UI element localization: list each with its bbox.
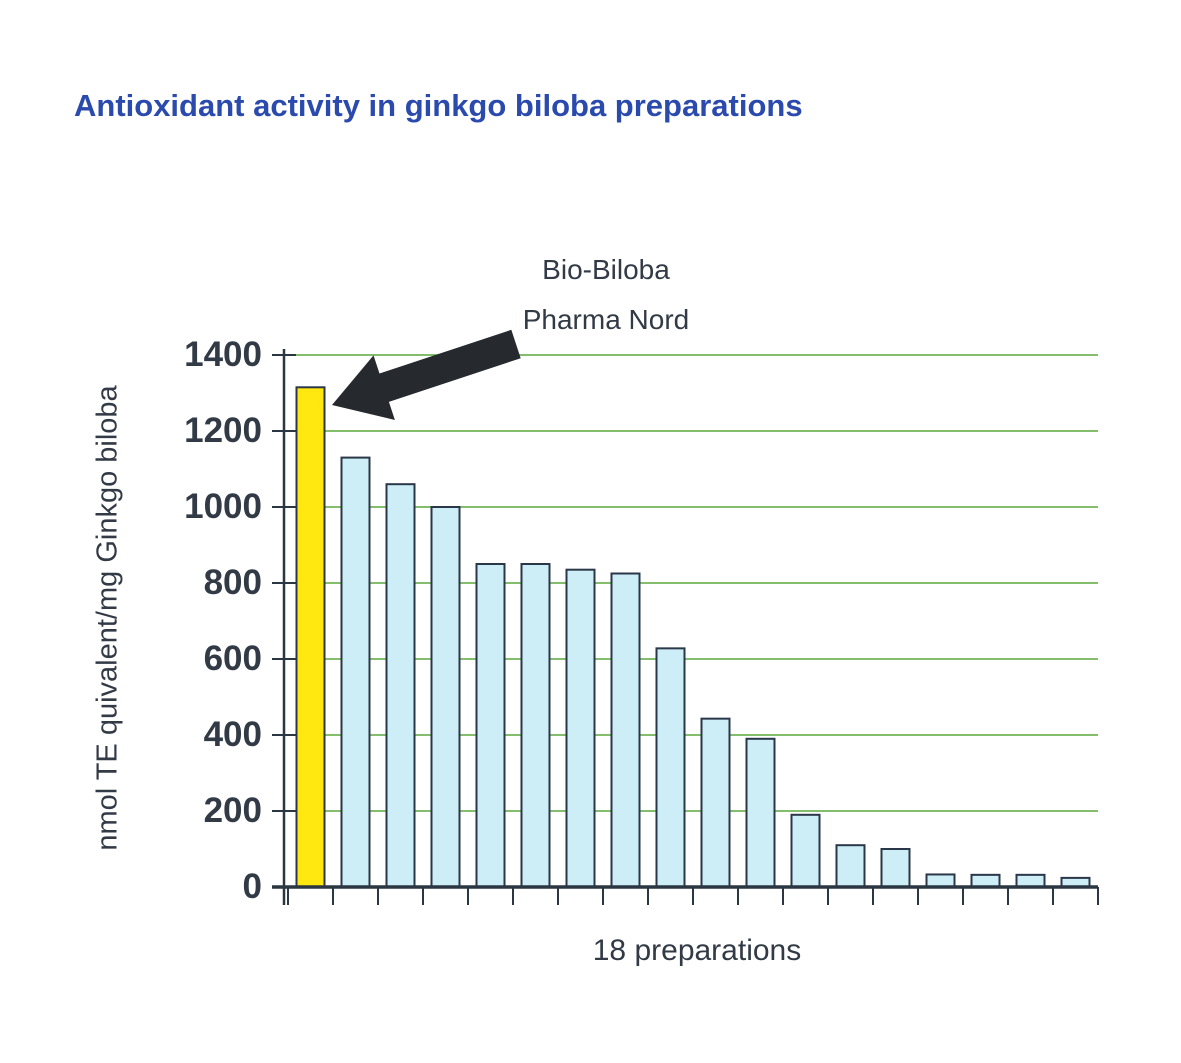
bar-17	[1015, 873, 1046, 889]
bars	[295, 386, 1091, 889]
bar-1	[295, 386, 326, 888]
bar-14	[880, 848, 911, 888]
y-tick-label: 200	[203, 791, 262, 830]
bar-8	[610, 572, 641, 888]
y-tick-label: 800	[203, 563, 262, 602]
x-axis-label: 18 preparations	[592, 934, 802, 967]
y-tick-label: 1000	[184, 487, 262, 526]
bar-15	[925, 873, 956, 889]
bar-3	[385, 483, 416, 888]
y-tick-label: 400	[203, 715, 262, 754]
y-tick-label: 1400	[184, 335, 262, 374]
bar-13	[835, 844, 866, 889]
y-tick-label: 1200	[184, 411, 262, 450]
bar-9	[655, 647, 686, 888]
arrow-icon	[332, 329, 521, 420]
bar-7	[565, 568, 596, 888]
annotation-bio-biloba: Bio-Biloba	[542, 254, 670, 285]
bar-2	[340, 456, 371, 888]
bar-12	[790, 813, 821, 888]
y-tick-label: 0	[242, 867, 262, 906]
annotation-pharma-nord: Pharma Nord	[522, 304, 690, 335]
bar-6	[520, 563, 551, 888]
y-tick-label: 600	[203, 639, 262, 678]
bar-10	[700, 717, 731, 888]
chart-title: Antioxidant activity in ginkgo biloba pr…	[74, 88, 803, 123]
bar-5	[475, 563, 506, 888]
bar-4	[430, 506, 461, 888]
bar-16	[970, 873, 1001, 889]
gridlines	[284, 354, 1098, 812]
bar-11	[745, 737, 776, 888]
axes	[272, 349, 1099, 905]
